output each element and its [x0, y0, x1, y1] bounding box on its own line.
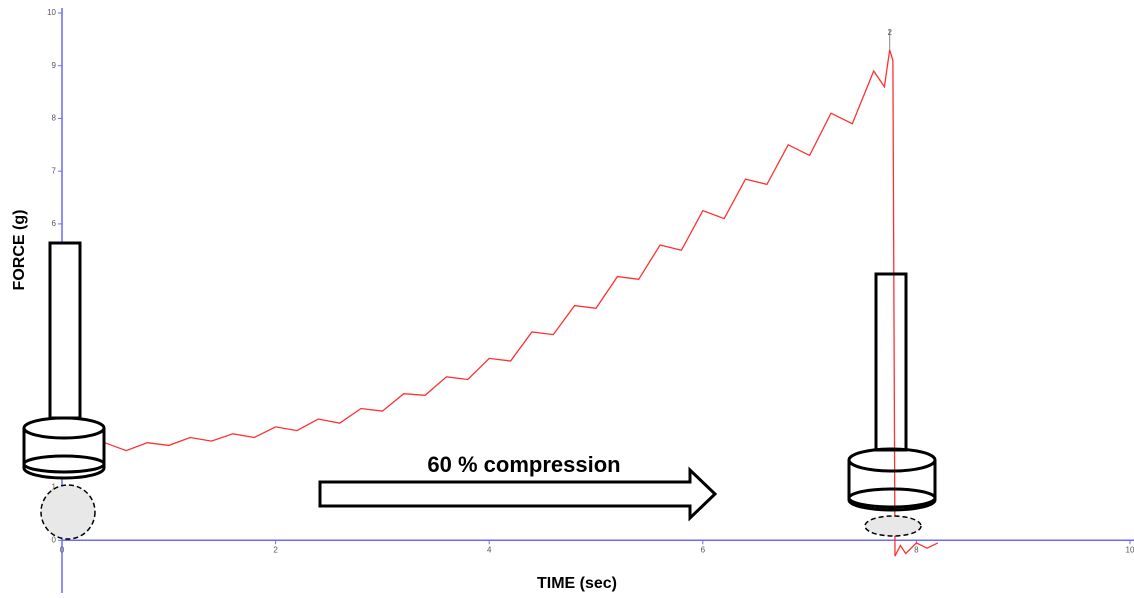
probe-right — [847, 272, 937, 537]
y-tick-label: 9 — [52, 61, 57, 70]
x-axis-label: TIME (sec) — [537, 575, 617, 592]
y-tick-label: 8 — [52, 114, 57, 123]
y-axis-label: FORCE (g) — [11, 210, 28, 291]
probe-left — [22, 241, 106, 540]
x-tick-label: 6 — [701, 545, 706, 554]
compression-arrow — [318, 466, 718, 522]
x-tick-label: 8 — [914, 545, 919, 554]
force-line — [61, 49, 939, 557]
annotation: 60 % compression — [427, 452, 620, 477]
y-tick-label: 7 — [52, 166, 57, 175]
y-tick-label: 1 — [52, 483, 57, 492]
x-tick-label: 10 — [1126, 545, 1134, 554]
x-tick-label: 4 — [487, 545, 492, 554]
y-tick-label: 0 — [52, 535, 57, 544]
peak-label: 2 — [887, 28, 892, 37]
x-tick-label: 2 — [273, 545, 278, 554]
x-tick-label: 0 — [60, 545, 65, 554]
y-tick-label: 6 — [52, 219, 57, 228]
y-tick-label: 10 — [47, 8, 56, 17]
